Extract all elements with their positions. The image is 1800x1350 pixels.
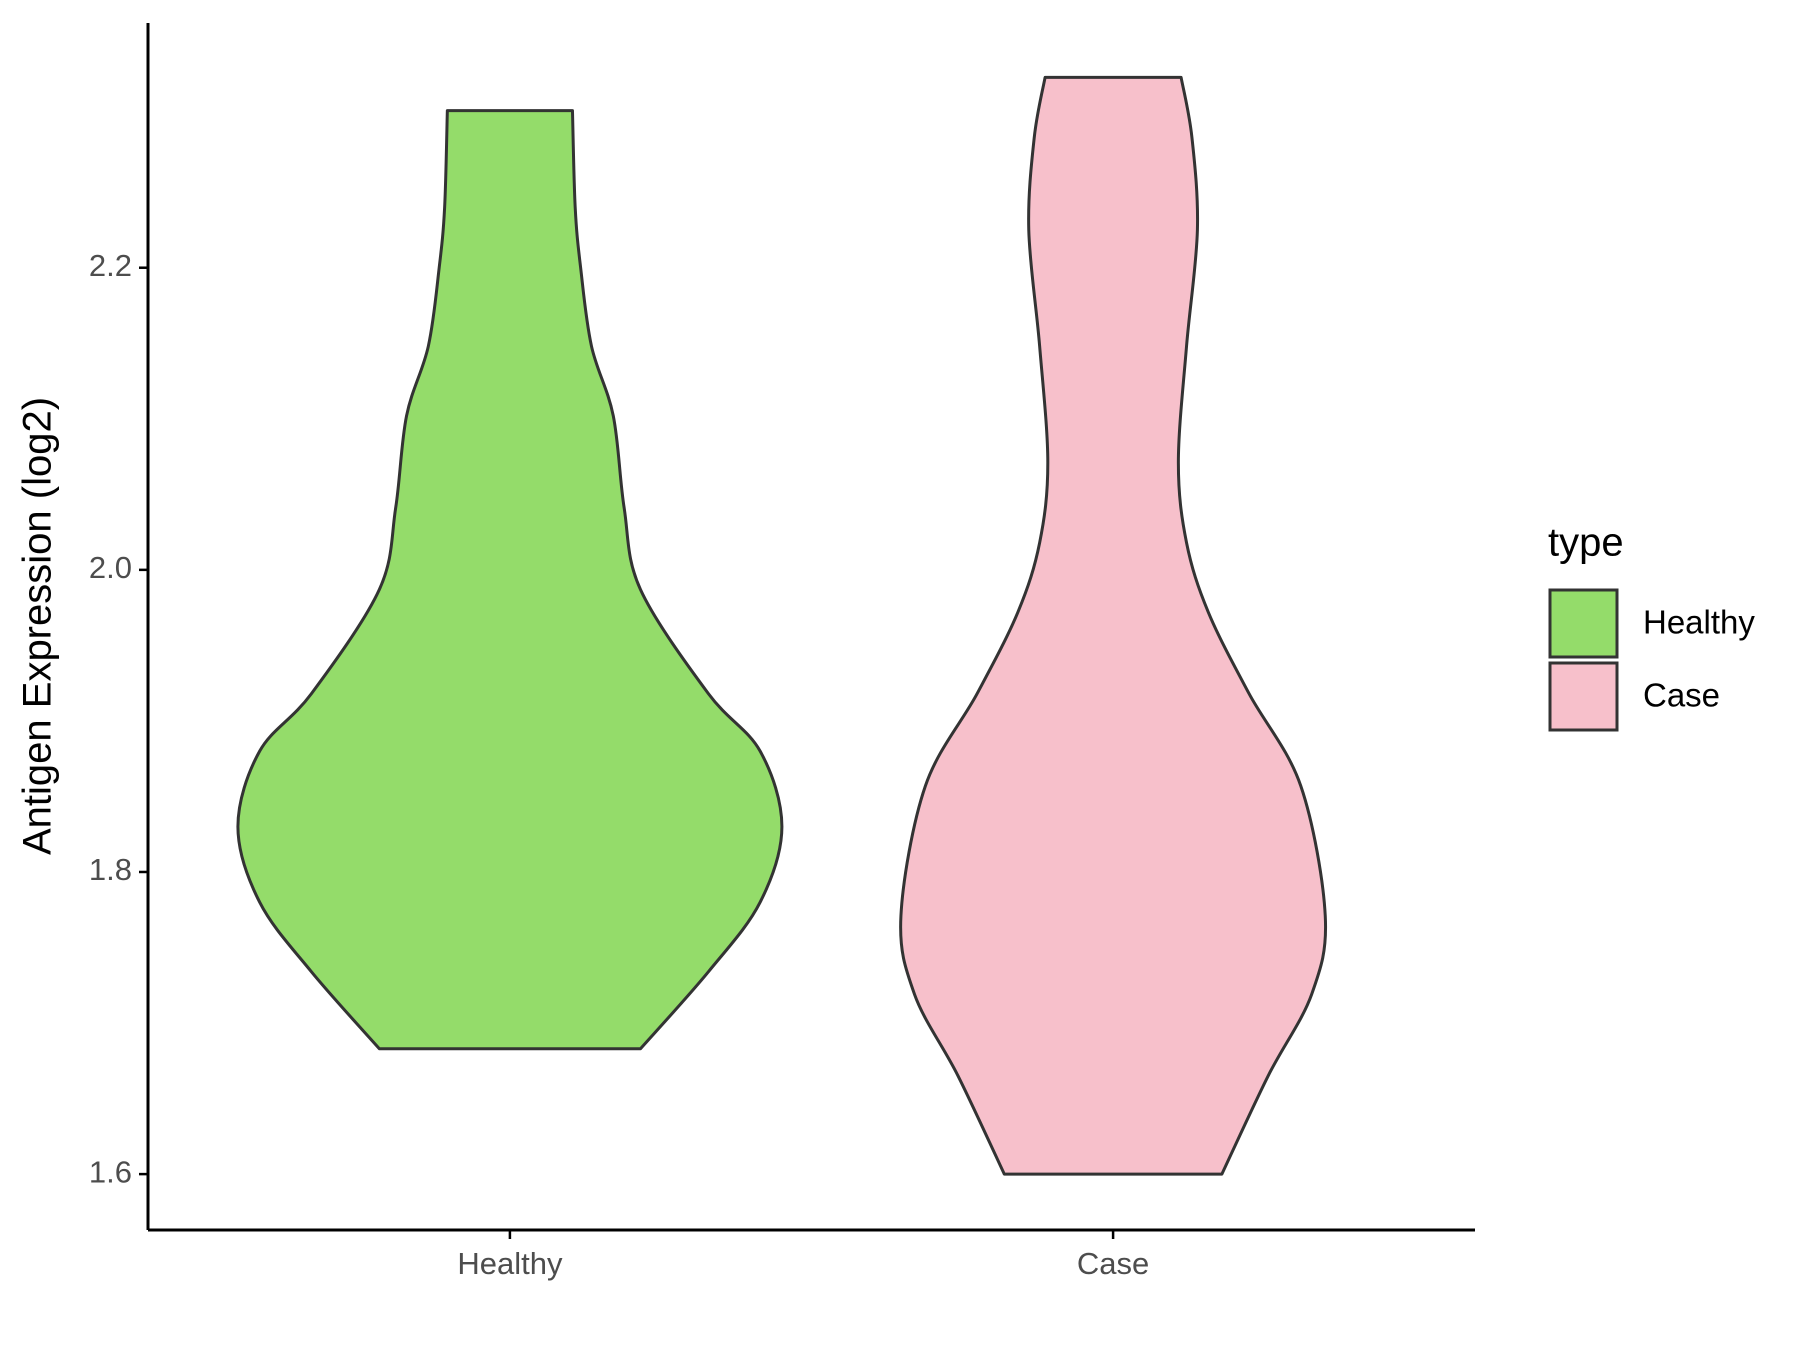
y-tick-label: 2.0 [89,550,132,585]
legend-key [1548,588,1619,659]
legend-label: Case [1643,677,1720,714]
x-tick-label: Healthy [457,1246,563,1281]
y-tick-label: 1.6 [89,1154,132,1189]
y-tick-label: 1.8 [89,852,132,887]
legend-title: type [1548,521,1624,565]
y-tick-label: 2.2 [89,248,132,283]
violin [236,109,784,1051]
legend-label: Healthy [1643,604,1755,641]
y-axis-title: Antigen Expression (log2) [16,397,60,855]
x-tick-label: Case [1077,1246,1149,1281]
legend-key [1548,661,1619,732]
violin [899,75,1328,1176]
